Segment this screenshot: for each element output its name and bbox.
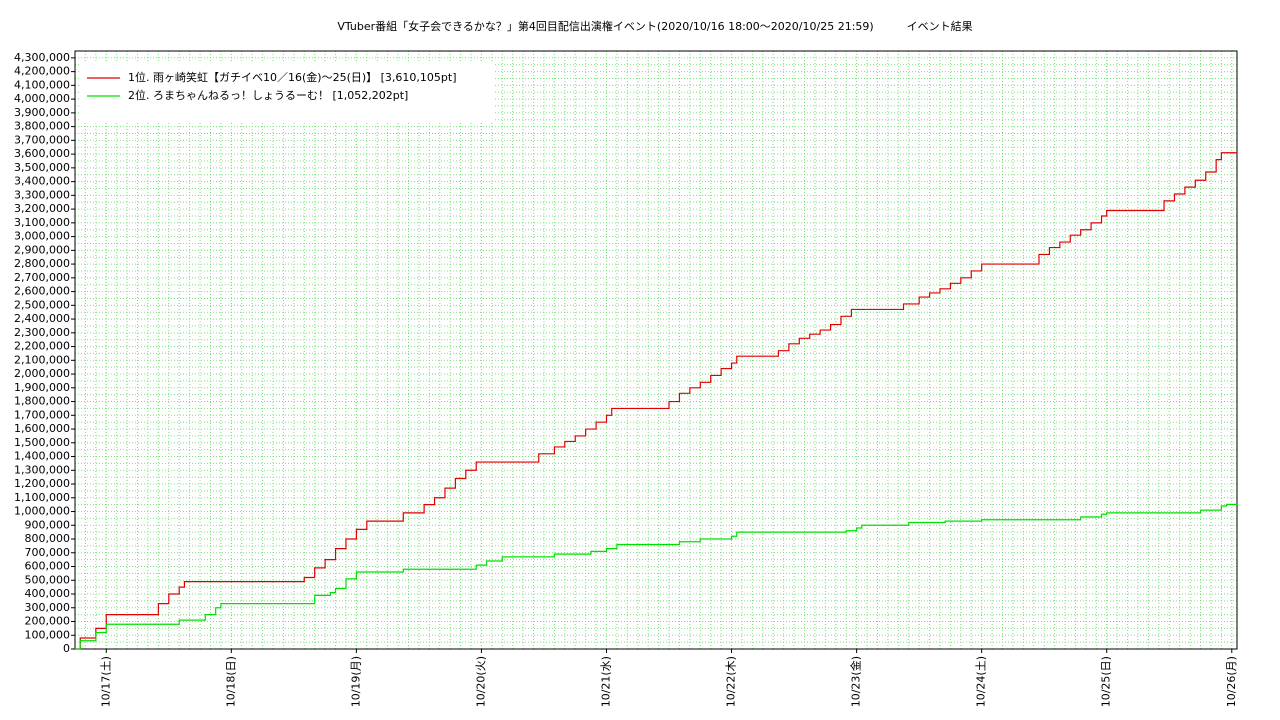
y-tick-label: 1,800,000 [14,395,70,408]
y-tick-label: 1,700,000 [14,408,70,421]
y-tick-label: 3,200,000 [14,202,70,215]
legend-label: 2位. ろまちゃんねるっ！しょうるーむ！ [1,052,202pt] [128,88,408,102]
y-tick-label: 1,600,000 [14,422,70,435]
y-tick-label: 3,300,000 [14,188,70,201]
y-tick-label: 2,200,000 [14,340,70,353]
y-tick-label: 2,500,000 [14,298,70,311]
chart-title: VTuber番組「女子会できるかな？」第4回目配信出演権イベント(2020/10… [337,19,972,33]
x-tick-label: 10/23(金) [849,656,863,707]
y-tick-label: 300,000 [25,601,71,614]
y-tick-label: 2,100,000 [14,353,70,366]
y-tick-label: 3,100,000 [14,216,70,229]
x-tick-label: 10/21(水) [599,656,612,707]
y-tick-label: 600,000 [25,560,71,573]
y-tick-label: 800,000 [25,532,71,545]
y-tick-label: 1,300,000 [14,463,70,476]
y-tick-label: 700,000 [25,546,71,559]
x-tick-label: 10/20(火) [474,656,487,707]
y-tick-label: 2,000,000 [14,367,70,380]
y-tick-label: 2,400,000 [14,312,70,325]
y-tick-label: 2,600,000 [14,285,70,298]
plot-frame [74,50,1238,650]
y-tick-label: 400,000 [25,587,71,600]
y-tick-label: 1,900,000 [14,381,70,394]
legend: 1位. 雨ヶ崎笑虹【ガチイベ10／16(金)〜25(日)】 [3,610,105… [80,62,495,122]
y-tick-label: 4,200,000 [14,65,70,78]
y-tick-label: 900,000 [25,518,71,531]
y-tick-label: 4,300,000 [14,51,70,64]
legend-label: 1位. 雨ヶ崎笑虹【ガチイベ10／16(金)〜25(日)】 [3,610,105… [128,70,457,84]
x-tick-label: 10/18(日) [224,656,237,707]
y-tick-label: 3,000,000 [14,230,70,243]
series-line [75,152,1237,650]
y-tick-label: 0 [63,642,70,655]
y-tick-label: 4,100,000 [14,78,70,91]
y-tick-label: 3,800,000 [14,120,70,133]
x-tick-label: 10/17(土) [99,656,112,707]
x-tick-label: 10/24(土) [975,656,988,707]
y-tick-label: 2,300,000 [14,326,70,339]
y-tick-label: 100,000 [25,628,71,641]
legend-box [80,62,495,122]
y-tick-label: 3,400,000 [14,175,70,188]
y-tick-label: 3,600,000 [14,147,70,160]
y-tick-label: 1,000,000 [14,505,70,518]
x-tick-label: 10/19(月) [349,656,362,707]
series-line [75,503,1237,650]
x-tick-label: 10/26(月) [1225,656,1238,707]
y-tick-label: 2,900,000 [14,243,70,256]
y-tick-label: 1,100,000 [14,491,70,504]
y-tick-label: 3,700,000 [14,133,70,146]
y-tick-label: 1,400,000 [14,450,70,463]
x-tick-label: 10/22(木) [725,656,738,707]
y-tick-label: 2,800,000 [14,257,70,270]
y-tick-label: 500,000 [25,573,71,586]
y-tick-label: 3,500,000 [14,161,70,174]
y-tick-label: 1,200,000 [14,477,70,490]
y-tick-label: 3,900,000 [14,106,70,119]
y-tick-label: 2,700,000 [14,271,70,284]
y-tick-label: 200,000 [25,615,71,628]
y-tick-label: 1,500,000 [14,436,70,449]
x-tick-label: 10/25(日) [1100,656,1113,707]
y-tick-label: 4,000,000 [14,92,70,105]
